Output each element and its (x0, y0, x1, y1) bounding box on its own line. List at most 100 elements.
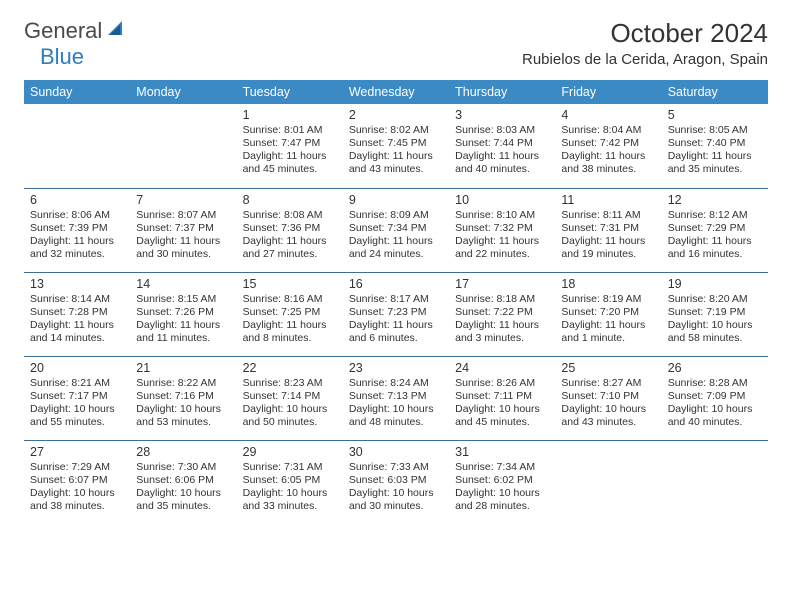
day-of-week-row: Sunday Monday Tuesday Wednesday Thursday… (24, 80, 768, 104)
day-number: 27 (30, 445, 124, 459)
day-info: Sunrise: 8:09 AMSunset: 7:34 PMDaylight:… (349, 209, 443, 262)
calendar-cell: 13Sunrise: 8:14 AMSunset: 7:28 PMDayligh… (24, 272, 130, 356)
calendar-cell: 27 Sunrise: 7:29 AMSunset: 6:07 PMDayligh… (24, 440, 130, 524)
calendar-table: Sunday Monday Tuesday Wednesday Thursday… (24, 80, 768, 524)
calendar-cell: 2Sunrise: 8:02 AMSunset: 7:45 PMDaylight… (343, 104, 449, 188)
day-info: Sunrise: 8:01 AMSunset: 7:47 PMDaylight:… (243, 124, 337, 177)
day-info: Sunrise: 8:22 AMSunset: 7:16 PMDaylight:… (136, 377, 230, 430)
day-info: Sunrise: 8:03 AMSunset: 7:44 PMDaylight:… (455, 124, 549, 177)
day-number: 18 (561, 277, 655, 291)
calendar-cell: 24 Sunrise: 8:26 AMSunset: 7:11 PMDayligh… (449, 356, 555, 440)
calendar-cell: 1Sunrise: 8:01 AMSunset: 7:47 PMDaylight… (237, 104, 343, 188)
calendar-cell: 19Sunrise: 8:20 AMSunset: 7:19 PMDayligh… (662, 272, 768, 356)
calendar-cell: 5 Sunrise: 8:05 AMSunset: 7:40 PMDaylight… (662, 104, 768, 188)
day-info: Sunrise: 8:27 AMSunset: 7:10 PMDaylight:… (561, 377, 655, 430)
dow-header: Saturday (662, 80, 768, 104)
day-number: 14 (136, 277, 230, 291)
day-info: Sunrise: 8:18 AMSunset: 7:22 PMDaylight:… (455, 293, 549, 346)
calendar-cell: 8 Sunrise: 8:08 AMSunset: 7:36 PMDaylight… (237, 188, 343, 272)
day-number: 8 (243, 193, 337, 207)
day-info: Sunrise: 7:29 AMSunset: 6:07 PMDaylight:… (30, 461, 124, 514)
day-info: Sunrise: 8:14 AMSunset: 7:28 PMDaylight:… (30, 293, 124, 346)
calendar-cell (130, 104, 236, 188)
calendar-cell: 12Sunrise: 8:12 AMSunset: 7:29 PMDayligh… (662, 188, 768, 272)
day-number: 5 (668, 108, 762, 122)
calendar-row: 20 Sunrise: 8:21 AMSunset: 7:17 PMDayligh… (24, 356, 768, 440)
calendar-cell: 9 Sunrise: 8:09 AMSunset: 7:34 PMDaylight… (343, 188, 449, 272)
day-info: Sunrise: 8:16 AMSunset: 7:25 PMDaylight:… (243, 293, 337, 346)
day-number: 16 (349, 277, 443, 291)
day-number: 29 (243, 445, 337, 459)
location-text: Rubielos de la Cerida, Aragon, Spain (522, 51, 768, 68)
calendar-row: 6Sunrise: 8:06 AMSunset: 7:39 PMDaylight… (24, 188, 768, 272)
calendar-cell (555, 440, 661, 524)
day-info: Sunrise: 8:23 AMSunset: 7:14 PMDaylight:… (243, 377, 337, 430)
calendar-row: 27 Sunrise: 7:29 AMSunset: 6:07 PMDayligh… (24, 440, 768, 524)
day-info: Sunrise: 8:06 AMSunset: 7:39 PMDaylight:… (30, 209, 124, 262)
day-number: 20 (30, 361, 124, 375)
page-title: October 2024 (522, 18, 768, 49)
calendar-row: 1Sunrise: 8:01 AMSunset: 7:47 PMDaylight… (24, 104, 768, 188)
day-info: Sunrise: 8:21 AMSunset: 7:17 PMDaylight:… (30, 377, 124, 430)
day-info: Sunrise: 8:05 AMSunset: 7:40 PMDaylight:… (668, 124, 762, 177)
calendar-cell (662, 440, 768, 524)
day-number: 3 (455, 108, 549, 122)
day-number: 30 (349, 445, 443, 459)
calendar-cell (24, 104, 130, 188)
calendar-cell: 6Sunrise: 8:06 AMSunset: 7:39 PMDaylight… (24, 188, 130, 272)
day-number: 31 (455, 445, 549, 459)
calendar-cell: 14 Sunrise: 8:15 AMSunset: 7:26 PMDayligh… (130, 272, 236, 356)
day-info: Sunrise: 7:31 AMSunset: 6:05 PMDaylight:… (243, 461, 337, 514)
day-info: Sunrise: 8:04 AMSunset: 7:42 PMDaylight:… (561, 124, 655, 177)
dow-header: Friday (555, 80, 661, 104)
day-number: 9 (349, 193, 443, 207)
dow-header: Wednesday (343, 80, 449, 104)
calendar-cell: 22Sunrise: 8:23 AMSunset: 7:14 PMDayligh… (237, 356, 343, 440)
day-info: Sunrise: 8:11 AMSunset: 7:31 PMDaylight:… (561, 209, 655, 262)
brand-logo: General (24, 18, 130, 44)
day-info: Sunrise: 8:19 AMSunset: 7:20 PMDaylight:… (561, 293, 655, 346)
day-info: Sunrise: 7:34 AMSunset: 6:02 PMDaylight:… (455, 461, 549, 514)
day-number: 10 (455, 193, 549, 207)
day-info: Sunrise: 8:02 AMSunset: 7:45 PMDaylight:… (349, 124, 443, 177)
calendar-cell: 23Sunrise: 8:24 AMSunset: 7:13 PMDayligh… (343, 356, 449, 440)
calendar-cell: 20 Sunrise: 8:21 AMSunset: 7:17 PMDayligh… (24, 356, 130, 440)
day-info: Sunrise: 7:33 AMSunset: 6:03 PMDaylight:… (349, 461, 443, 514)
day-number: 28 (136, 445, 230, 459)
dow-header: Thursday (449, 80, 555, 104)
day-number: 7 (136, 193, 230, 207)
day-info: Sunrise: 8:08 AMSunset: 7:36 PMDaylight:… (243, 209, 337, 262)
calendar-row: 13Sunrise: 8:14 AMSunset: 7:28 PMDayligh… (24, 272, 768, 356)
day-number: 26 (668, 361, 762, 375)
calendar-cell: 17 Sunrise: 8:18 AMSunset: 7:22 PMDayligh… (449, 272, 555, 356)
dow-header: Monday (130, 80, 236, 104)
dow-header: Tuesday (237, 80, 343, 104)
day-number: 19 (668, 277, 762, 291)
day-number: 4 (561, 108, 655, 122)
calendar-cell: 18 Sunrise: 8:19 AMSunset: 7:20 PMDayligh… (555, 272, 661, 356)
calendar-cell: 21 Sunrise: 8:22 AMSunset: 7:16 PMDayligh… (130, 356, 236, 440)
calendar-cell: 15 Sunrise: 8:16 AMSunset: 7:25 PMDayligh… (237, 272, 343, 356)
day-info: Sunrise: 8:17 AMSunset: 7:23 PMDaylight:… (349, 293, 443, 346)
day-number: 21 (136, 361, 230, 375)
day-number: 11 (561, 193, 655, 207)
day-number: 24 (455, 361, 549, 375)
dow-header: Sunday (24, 80, 130, 104)
day-info: Sunrise: 8:10 AMSunset: 7:32 PMDaylight:… (455, 209, 549, 262)
day-info: Sunrise: 8:28 AMSunset: 7:09 PMDaylight:… (668, 377, 762, 430)
calendar-cell: 7 Sunrise: 8:07 AMSunset: 7:37 PMDaylight… (130, 188, 236, 272)
day-info: Sunrise: 8:07 AMSunset: 7:37 PMDaylight:… (136, 209, 230, 262)
sail-icon (108, 21, 128, 42)
day-info: Sunrise: 7:30 AMSunset: 6:06 PMDaylight:… (136, 461, 230, 514)
calendar-cell: 25 Sunrise: 8:27 AMSunset: 7:10 PMDayligh… (555, 356, 661, 440)
day-number: 25 (561, 361, 655, 375)
day-info: Sunrise: 8:15 AMSunset: 7:26 PMDaylight:… (136, 293, 230, 346)
day-number: 15 (243, 277, 337, 291)
calendar-cell: 29 Sunrise: 7:31 AMSunset: 6:05 PMDayligh… (237, 440, 343, 524)
brand-part1: General (24, 18, 102, 44)
calendar-cell: 4 Sunrise: 8:04 AMSunset: 7:42 PMDaylight… (555, 104, 661, 188)
day-number: 12 (668, 193, 762, 207)
brand-part2: Blue (40, 44, 84, 70)
day-info: Sunrise: 8:26 AMSunset: 7:11 PMDaylight:… (455, 377, 549, 430)
day-number: 17 (455, 277, 549, 291)
